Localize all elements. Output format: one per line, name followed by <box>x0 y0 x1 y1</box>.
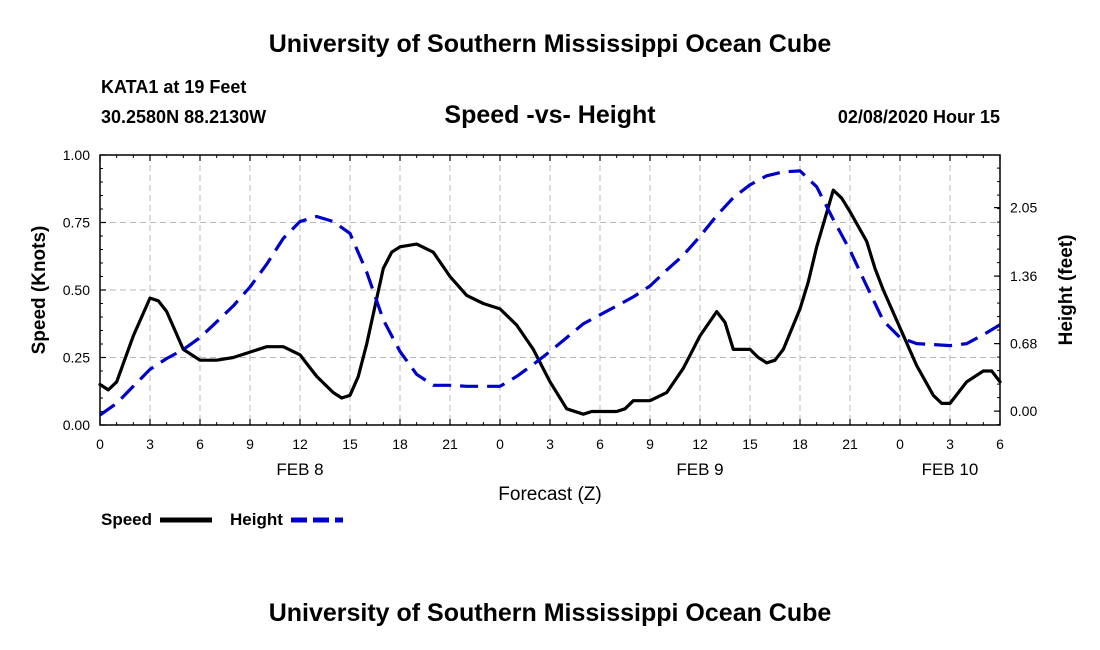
x-tick-label: 21 <box>842 436 858 452</box>
y-tick-label: 0.25 <box>63 350 90 366</box>
x-tick-label: 18 <box>392 436 408 452</box>
footer-title: University of Southern Mississippi Ocean… <box>268 599 832 627</box>
series-line-speed <box>98 188 1002 416</box>
x-tick-label: 15 <box>742 436 758 452</box>
y2-tick-label: 0.68 <box>1010 336 1037 352</box>
x-tick-label: 12 <box>692 436 708 452</box>
x-tick-label: 0 <box>496 436 504 452</box>
x-tick-label: 3 <box>946 436 954 452</box>
coordinates-label: 30.2580N 88.2130W <box>101 107 267 127</box>
datetime-label: 02/08/2020 Hour 15 <box>837 107 1000 127</box>
chart-title: Speed -vs- Height <box>444 101 656 129</box>
legend-speed-label: Speed <box>101 510 153 529</box>
page-title: University of Southern Mississippi Ocean… <box>268 30 832 58</box>
x-tick-label: 0 <box>96 436 104 452</box>
axes <box>99 154 1001 426</box>
series-line-height <box>99 169 1001 417</box>
x-tick-label: 3 <box>546 436 554 452</box>
x-tick-label: 9 <box>646 436 654 452</box>
x-tick-label: 15 <box>342 436 358 452</box>
y-tick-label: 0.00 <box>63 417 90 433</box>
day-label: FEB 10 <box>922 460 979 479</box>
x-tick-label: 0 <box>896 436 904 452</box>
y-axis-title: Speed (Knots) <box>29 226 50 355</box>
station-label: KATA1 at 19 Feet <box>101 77 247 97</box>
y2-tick-label: 1.36 <box>1010 268 1037 284</box>
day-label: FEB 8 <box>276 460 323 479</box>
x-tick-label: 3 <box>146 436 154 452</box>
day-label: FEB 9 <box>676 460 723 479</box>
x-tick-label: 18 <box>792 436 808 452</box>
x-tick-label: 9 <box>246 436 254 452</box>
legend-height-label: Height <box>230 510 283 529</box>
x-axis-title: Forecast (Z) <box>498 484 601 505</box>
y-tick-label: 1.00 <box>63 147 90 163</box>
axis-labels: 0 3 6 9 12 15 18 21 0 3 6 9 12 15 18 21 0 3 6 0.00 0.25 0.50 0… <box>29 147 1077 505</box>
x-tick-label: 12 <box>292 436 308 452</box>
x-tick-label: 21 <box>442 436 458 452</box>
y2-tick-label: 2.05 <box>1010 200 1037 216</box>
x-tick-label: 6 <box>596 436 604 452</box>
x-tick-label: 6 <box>196 436 204 452</box>
grid <box>100 155 1000 425</box>
series-lines <box>98 169 1002 417</box>
y2-tick-label: 0.00 <box>1010 403 1037 419</box>
x-tick-label: 6 <box>996 436 1004 452</box>
y2-axis-title: Height (feet) <box>1056 235 1077 346</box>
y-tick-label: 0.50 <box>63 282 90 298</box>
y-tick-label: 0.75 <box>63 215 90 231</box>
